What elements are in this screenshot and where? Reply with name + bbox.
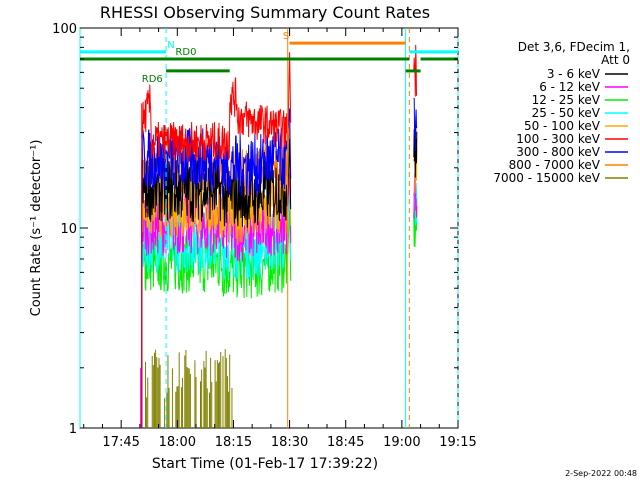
legend-item-label: 300 - 800 keV	[516, 145, 600, 159]
legend-item-label: 3 - 6 keV	[547, 67, 601, 81]
series-traces	[140, 44, 418, 428]
flag-rd0-label: RD0	[175, 47, 196, 58]
x-axis-label: Start Time (01-Feb-17 17:39:22)	[152, 456, 378, 472]
legend-header-line-2: Att 0	[601, 53, 630, 67]
legend-item-label: 800 - 7000 keV	[509, 158, 601, 172]
y-tick-label: 10	[60, 222, 77, 237]
y-tick-label: 100	[52, 22, 77, 37]
x-tick-label: 18:30	[271, 435, 308, 450]
trace-burst	[413, 129, 418, 178]
trace-burst	[413, 44, 418, 97]
flag-s-label: S	[283, 31, 289, 42]
legend-header-line-1: Det 3,6, FDecim 1,	[518, 40, 630, 54]
x-tick-label: 17:45	[102, 435, 139, 450]
chart-title: RHESSI Observing Summary Count Rates	[100, 3, 430, 22]
x-tick-label: 18:00	[159, 435, 196, 450]
y-tick-label: 1	[69, 422, 77, 437]
trace-burst	[413, 197, 418, 247]
x-tick-label: 19:15	[439, 435, 476, 450]
flag-n-label: N	[167, 40, 174, 51]
legend-item-label: 50 - 100 keV	[524, 119, 601, 133]
legend-item-label: 7000 - 15000 keV	[493, 171, 600, 185]
trace-burst	[413, 97, 418, 152]
legend-item-label: 12 - 25 keV	[532, 93, 601, 107]
legend-item-label: 6 - 12 keV	[539, 80, 601, 94]
trace-12-25-kev	[141, 210, 292, 299]
x-tick-label: 19:00	[383, 435, 420, 450]
x-tick-label: 18:15	[215, 435, 252, 450]
legend-item-label: 100 - 300 keV	[516, 132, 600, 146]
trace-300-800-kev	[141, 108, 292, 198]
flag-rd6-label: RD6	[142, 74, 163, 85]
legend-item-label: 25 - 50 keV	[532, 106, 601, 120]
timestamp: 2-Sep-2022 00:48	[565, 469, 637, 478]
y-axis-label: Count Rate (s⁻¹ detector⁻¹)	[29, 140, 44, 317]
x-tick-label: 18:45	[327, 435, 364, 450]
